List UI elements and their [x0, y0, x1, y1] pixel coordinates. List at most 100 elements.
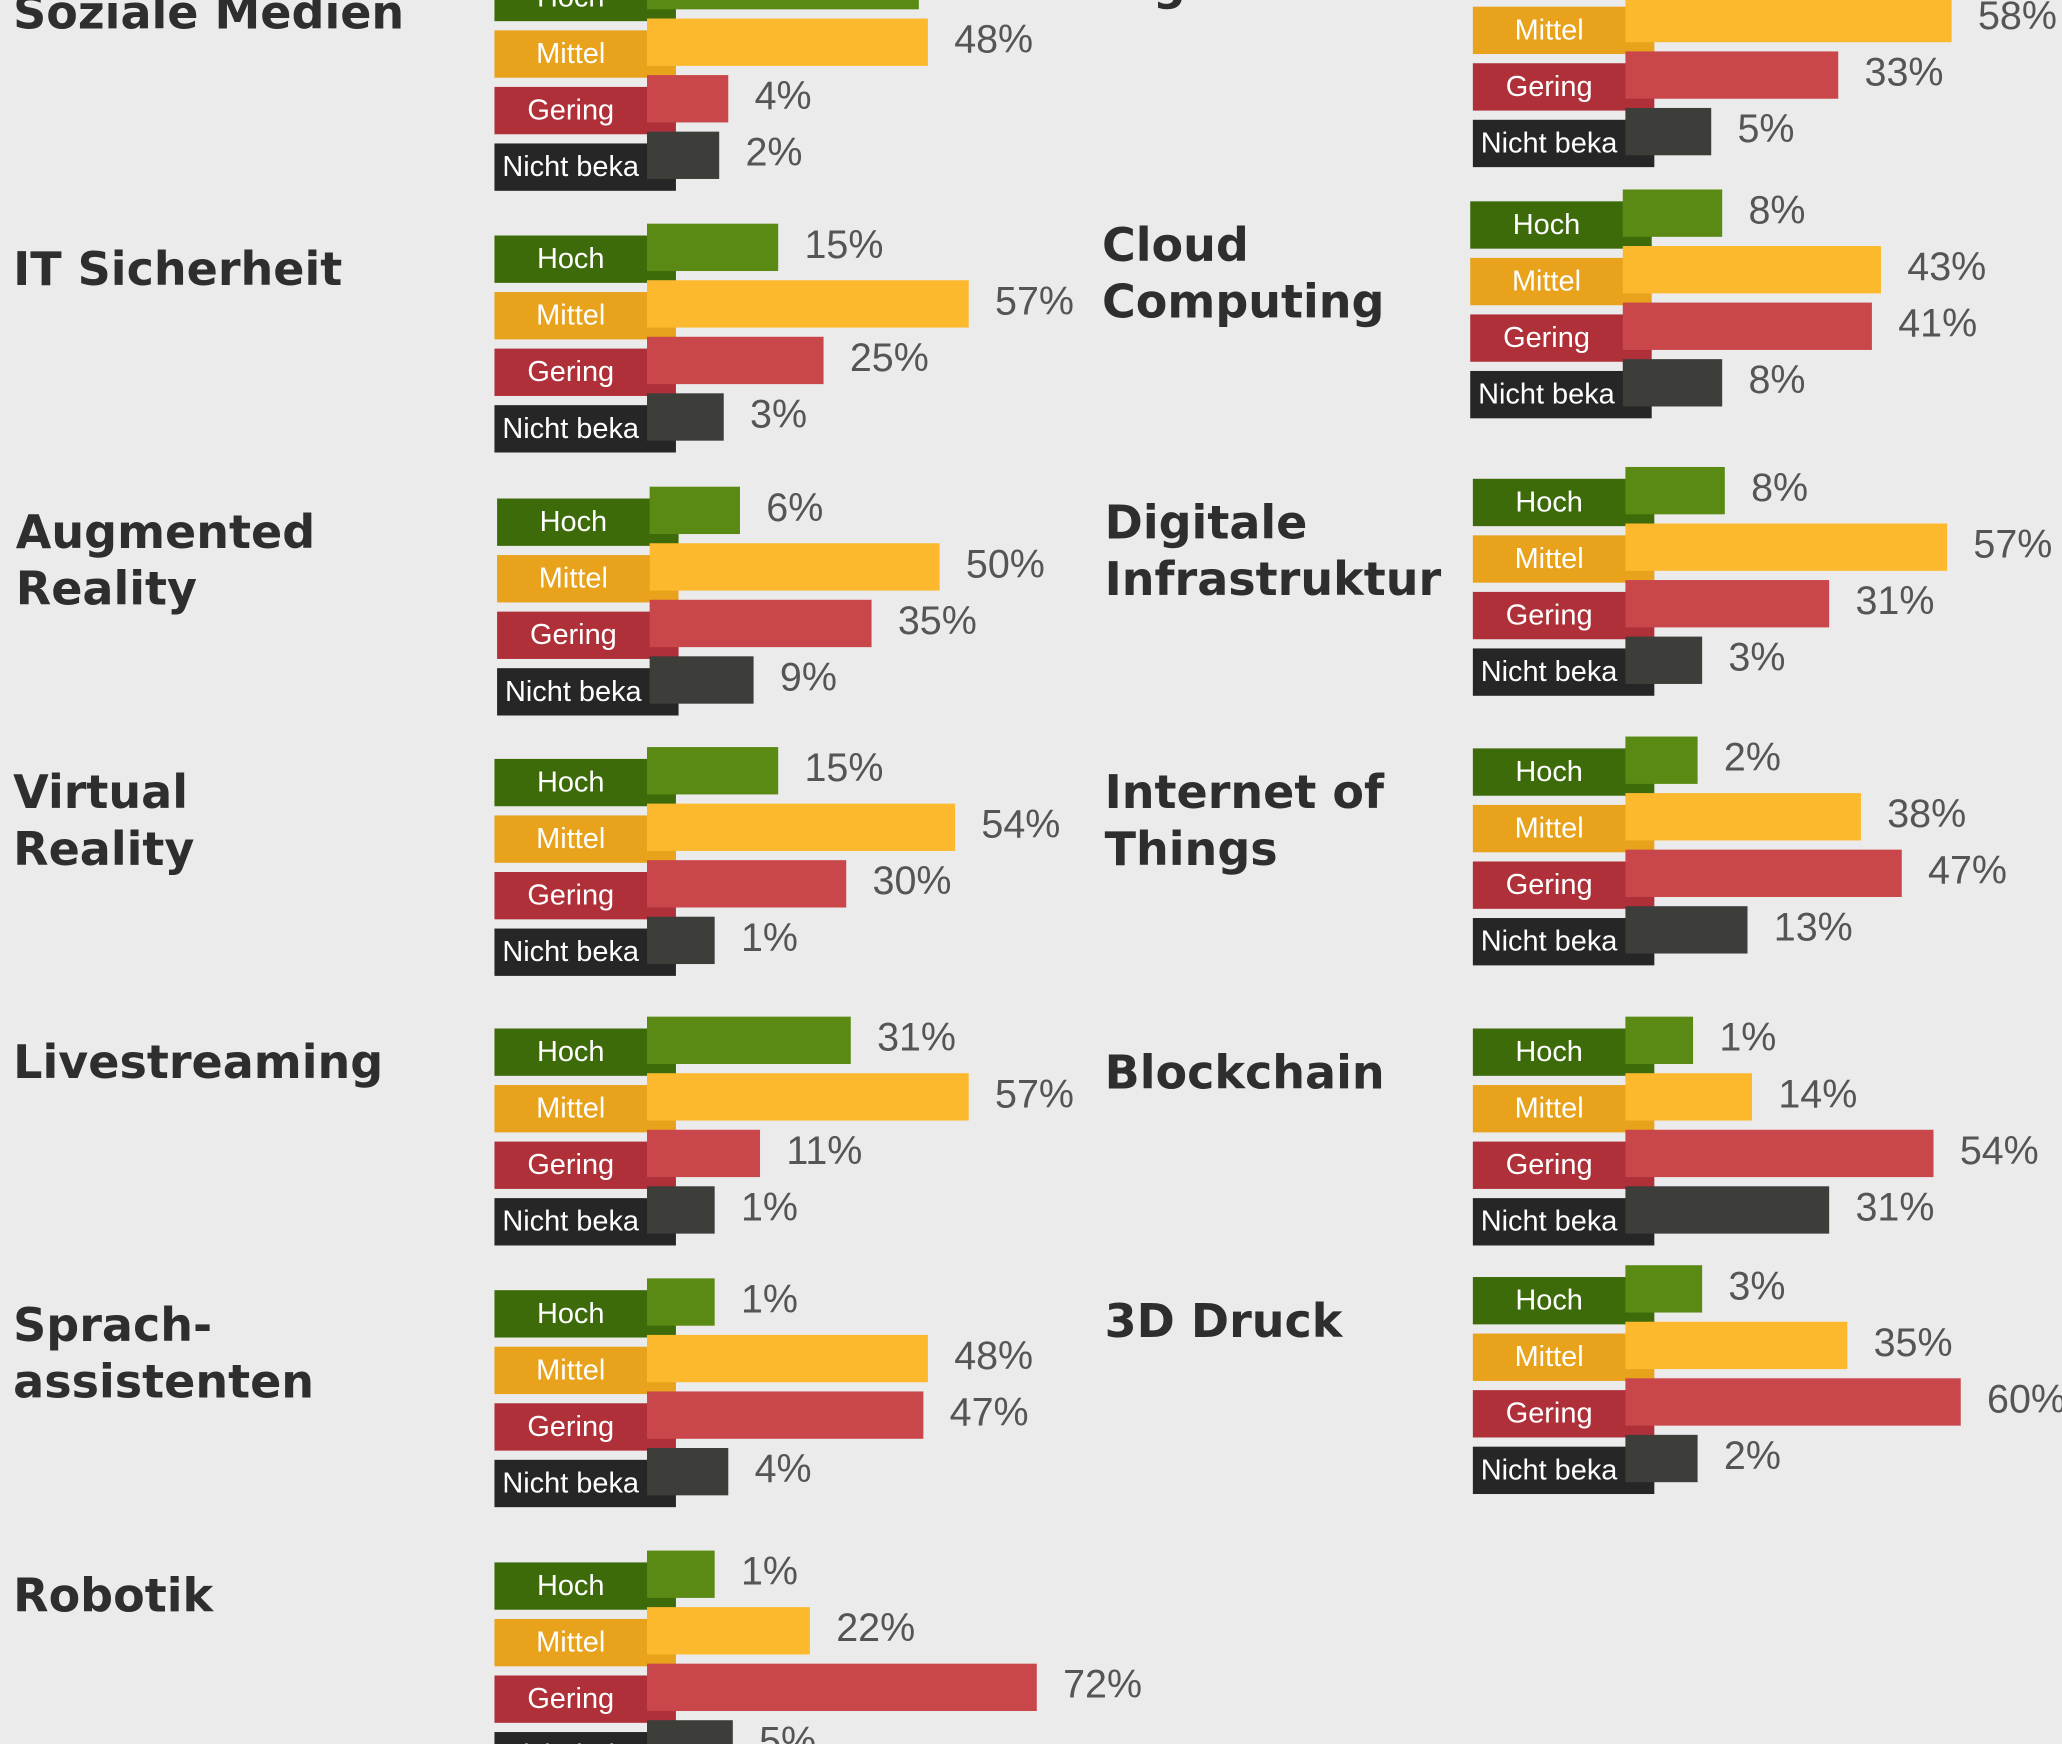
chart-title: Infrastruktur: [1105, 552, 1442, 606]
category-label: Hoch: [540, 506, 608, 538]
bar: [1625, 793, 1861, 840]
value-label: 47%: [950, 1391, 1029, 1435]
value-label: 15%: [804, 223, 883, 267]
bar: [1625, 108, 1711, 155]
category-label: Mittel: [539, 563, 608, 595]
category-label: Mittel: [536, 1627, 605, 1659]
bar: [647, 804, 955, 851]
chart-title: Reality: [13, 822, 194, 876]
value-label: 25%: [850, 336, 929, 380]
category-label: Nicht beka: [502, 936, 640, 968]
bar: [647, 1664, 1037, 1711]
bar: [647, 1607, 810, 1654]
category-label: Gering: [1506, 600, 1593, 632]
bar: [647, 860, 846, 907]
bar: [1625, 524, 1947, 571]
value-label: 48%: [954, 1334, 1033, 1378]
category-label: Mittel: [536, 823, 605, 855]
chart-title: IT Sicherheit: [13, 242, 342, 296]
value-label: 48%: [954, 18, 1033, 62]
value-label: 57%: [995, 1072, 1074, 1116]
category-label: Nicht beka: [1481, 1206, 1619, 1238]
chart-title: 3D Druck: [1105, 1294, 1344, 1348]
bar: [1623, 359, 1722, 406]
bar: [1625, 637, 1702, 684]
bar: [1623, 189, 1722, 236]
value-label: 58%: [1978, 0, 2057, 38]
value-label: 30%: [873, 859, 952, 903]
category-label: Nicht beka: [502, 1740, 640, 1744]
bar: [647, 0, 919, 9]
value-label: 13%: [1774, 905, 1853, 949]
value-label: 9%: [780, 655, 837, 699]
value-label: 4%: [755, 74, 812, 118]
chart-title: Big Data: [1102, 0, 1324, 10]
value-label: 47%: [1928, 849, 2007, 893]
bar: [1623, 303, 1872, 350]
value-label: 57%: [995, 279, 1074, 323]
value-label: 31%: [1855, 579, 1934, 623]
value-label: 54%: [981, 803, 1060, 847]
bar: [647, 747, 778, 794]
value-label: 3%: [750, 392, 807, 436]
category-label: Gering: [1506, 71, 1593, 103]
category-label: Hoch: [1515, 1285, 1583, 1317]
bar: [647, 1391, 923, 1438]
category-label: Gering: [1506, 1149, 1593, 1181]
value-label: 15%: [804, 746, 883, 790]
value-label: 5%: [759, 1719, 816, 1744]
category-label: Gering: [1503, 322, 1590, 354]
bar: [1625, 906, 1747, 953]
category-label: Nicht beka: [502, 151, 640, 183]
chart-title: Blockchain: [1105, 1045, 1385, 1099]
value-label: 14%: [1778, 1072, 1857, 1116]
category-label: Hoch: [1515, 486, 1583, 518]
value-label: 1%: [741, 1277, 798, 1321]
bar: [647, 280, 969, 327]
category-label: Mittel: [1515, 1341, 1584, 1373]
bar: [647, 917, 715, 964]
bar: [647, 19, 928, 66]
bar: [647, 1017, 851, 1064]
category-label: Nicht beka: [505, 676, 643, 708]
bar: [1625, 0, 1951, 42]
bar: [1625, 1378, 1960, 1425]
bar: [647, 1186, 715, 1233]
category-label: Gering: [527, 1683, 614, 1715]
chart-title: Reality: [16, 561, 197, 615]
category-label: Nicht beka: [1481, 1454, 1619, 1486]
value-label: 57%: [1973, 523, 2052, 567]
value-label: 2%: [746, 131, 803, 175]
category-label: Hoch: [537, 767, 605, 799]
value-label: 35%: [1874, 1321, 1953, 1365]
bar: [1625, 1130, 1933, 1177]
category-label: Nicht beka: [1481, 926, 1619, 958]
bar: [1625, 1073, 1752, 1120]
category-label: Gering: [527, 1411, 614, 1443]
category-label: Gering: [527, 1149, 614, 1181]
value-label: 1%: [741, 1550, 798, 1594]
bar: [1625, 1265, 1702, 1312]
category-label: Hoch: [537, 1570, 605, 1602]
bar: [1625, 1435, 1697, 1482]
value-label: 46%: [945, 0, 1024, 5]
category-label: Mittel: [536, 1354, 605, 1386]
value-label: 1%: [1719, 1016, 1776, 1060]
chart-title: Things: [1105, 822, 1278, 876]
bar: [647, 1551, 715, 1598]
chart-title: assistenten: [13, 1354, 314, 1408]
value-label: 38%: [1887, 792, 1966, 836]
category-label: Mittel: [536, 38, 605, 70]
value-label: 60%: [1987, 1377, 2062, 1421]
category-label: Mittel: [1512, 265, 1581, 297]
category-label: Nicht beka: [1481, 656, 1619, 688]
value-label: 43%: [1907, 245, 1986, 289]
bar: [1625, 737, 1697, 784]
chart-title: Digitale: [1105, 496, 1308, 550]
bar: [1625, 580, 1829, 627]
value-label: 31%: [1855, 1185, 1934, 1229]
category-label: Gering: [530, 619, 617, 651]
value-label: 50%: [966, 542, 1045, 586]
value-label: 4%: [755, 1447, 812, 1491]
category-label: Hoch: [1513, 209, 1581, 241]
